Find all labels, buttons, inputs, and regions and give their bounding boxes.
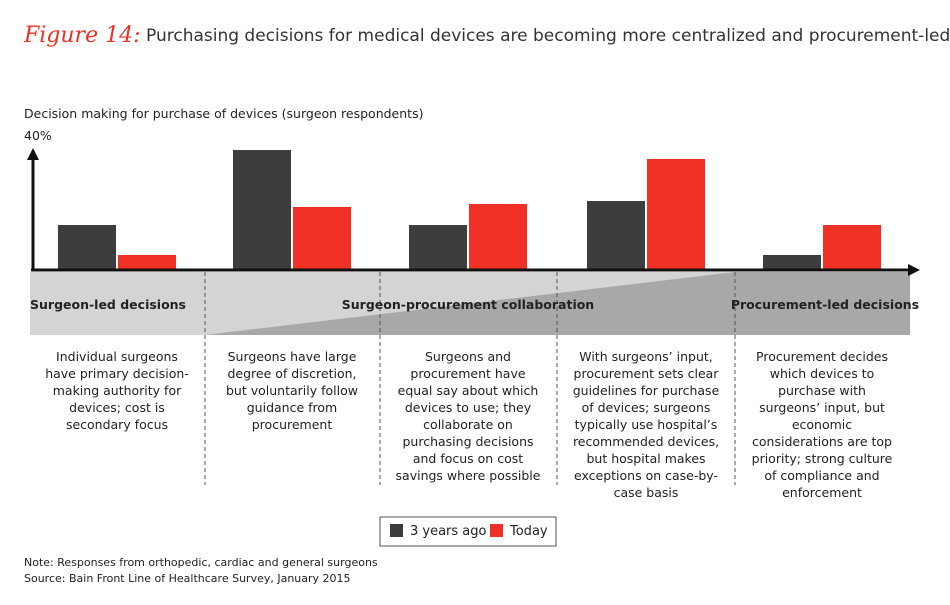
subtitle: Decision making for purchase of devices … — [24, 106, 423, 121]
chart-title: Purchasing decisions for medical devices… — [146, 26, 950, 46]
y-axis-arrow — [27, 148, 39, 160]
bar — [587, 201, 645, 270]
bar — [823, 225, 881, 270]
bar — [233, 150, 291, 270]
band-label: Surgeon-procurement collaboration — [342, 297, 594, 312]
x-axis-arrow — [908, 264, 920, 276]
band-label: Surgeon-led decisions — [30, 297, 186, 312]
figure-label: Figure 14: — [23, 23, 141, 48]
y-tick-label: 40% — [24, 128, 52, 143]
legend-box — [379, 516, 557, 547]
bar — [58, 225, 116, 270]
source: Source: Bain Front Line of Healthcare Su… — [24, 572, 351, 585]
category-description: Procurement decides which devices to pur… — [751, 349, 893, 500]
bar — [118, 255, 176, 270]
category-description: Individual surgeons have primary decisio… — [45, 349, 189, 432]
bar — [293, 207, 351, 270]
bar — [469, 204, 527, 270]
legend-swatch — [390, 524, 403, 537]
band-label: Procurement-led decisions — [731, 297, 919, 312]
note: Note: Responses from orthopedic, cardiac… — [24, 556, 378, 569]
bar — [647, 159, 705, 270]
bar — [763, 255, 821, 270]
legend-swatch — [490, 524, 503, 537]
bar — [409, 225, 467, 270]
category-description: With surgeons’ input, procurement sets c… — [572, 349, 720, 500]
category-description: Surgeons and procurement have equal say … — [395, 349, 541, 483]
legend-label: 3 years ago — [410, 524, 487, 539]
category-description: Surgeons have large degree of discretion… — [226, 349, 358, 432]
legend-label: Today — [509, 524, 548, 539]
dividers — [204, 272, 736, 485]
